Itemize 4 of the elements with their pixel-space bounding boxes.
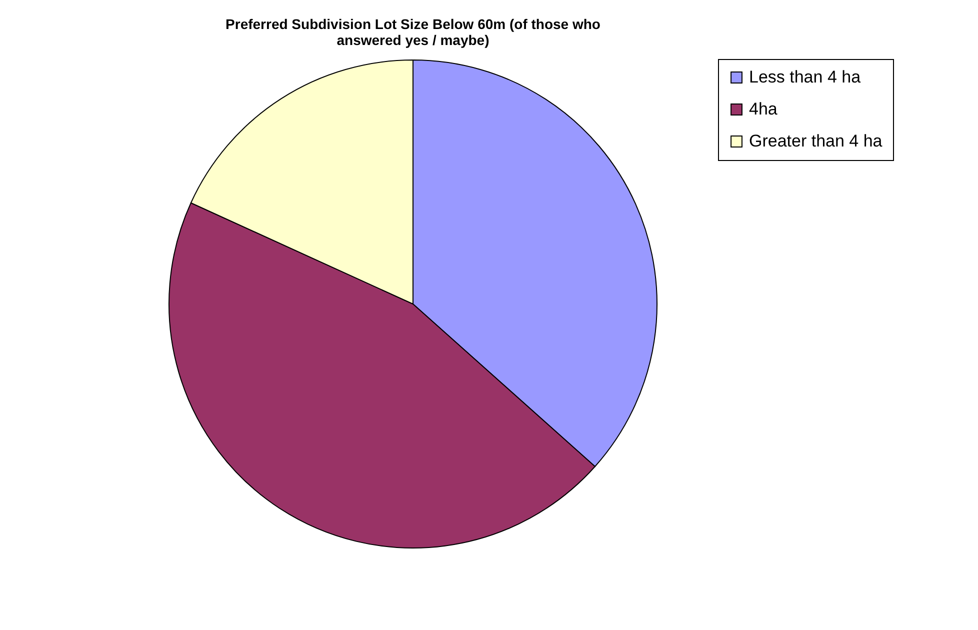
legend-label: Less than 4 ha xyxy=(749,68,862,86)
legend-label: Greater than 4 ha xyxy=(749,132,883,150)
chart-title: Preferred Subdivision Lot Size Below 60m (of those who answered yes / maybe) xyxy=(226,16,600,48)
legend-label: 4ha xyxy=(749,100,778,118)
